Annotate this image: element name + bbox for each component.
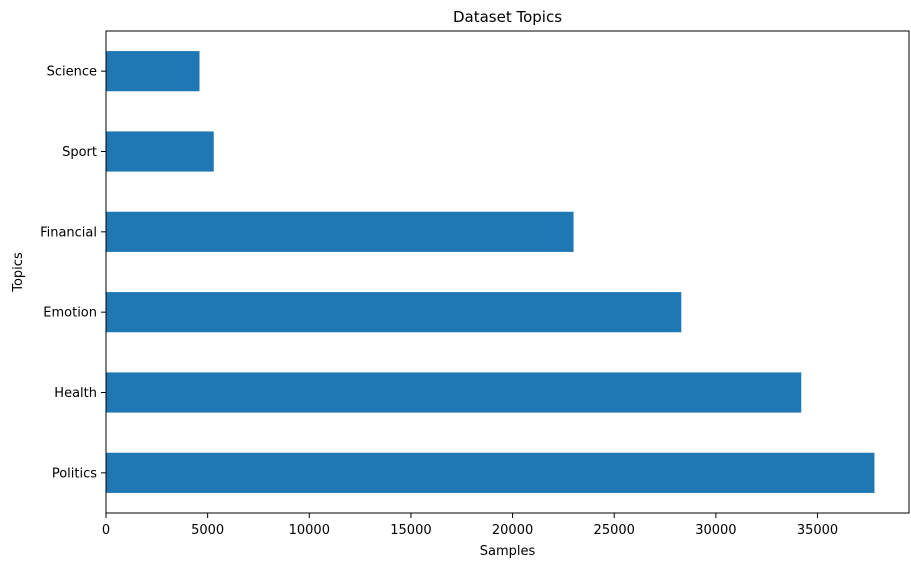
x-tick-label-10000: 10000 bbox=[289, 523, 330, 538]
y-tick-label-health: Health bbox=[54, 386, 97, 401]
y-tick-label-sport: Sport bbox=[62, 145, 97, 160]
bar-financial bbox=[106, 211, 574, 252]
x-tick-label-30000: 30000 bbox=[695, 523, 736, 538]
y-tick-label-financial: Financial bbox=[40, 225, 97, 240]
x-tick-label-5000: 5000 bbox=[191, 523, 224, 538]
y-ticks: Politics Health Emotion Financial Sport Scien… bbox=[40, 65, 106, 481]
y-tick-label-politics: Politics bbox=[52, 466, 97, 481]
plot-frame bbox=[105, 30, 910, 514]
x-tick-label-20000: 20000 bbox=[492, 523, 533, 538]
x-tick-label-35000: 35000 bbox=[797, 523, 838, 538]
chart-title: Dataset Topics bbox=[453, 8, 562, 26]
y-axis-label: Topics bbox=[11, 252, 26, 293]
x-tick-label-15000: 15000 bbox=[390, 523, 431, 538]
bar-health bbox=[106, 372, 802, 413]
x-ticks: 0 5000 10000 15000 20000 25000 30000 35000 bbox=[102, 513, 838, 538]
y-tick-label-emotion: Emotion bbox=[43, 306, 97, 321]
bar-sport bbox=[106, 131, 214, 172]
bar-politics bbox=[106, 452, 875, 493]
x-axis-label: Samples bbox=[480, 544, 536, 559]
x-tick-label-25000: 25000 bbox=[594, 523, 635, 538]
bars-layer bbox=[106, 51, 875, 493]
bar-science bbox=[106, 51, 200, 92]
bar-emotion bbox=[106, 292, 682, 333]
y-tick-label-science: Science bbox=[47, 65, 97, 80]
x-tick-label-0: 0 bbox=[102, 523, 110, 538]
